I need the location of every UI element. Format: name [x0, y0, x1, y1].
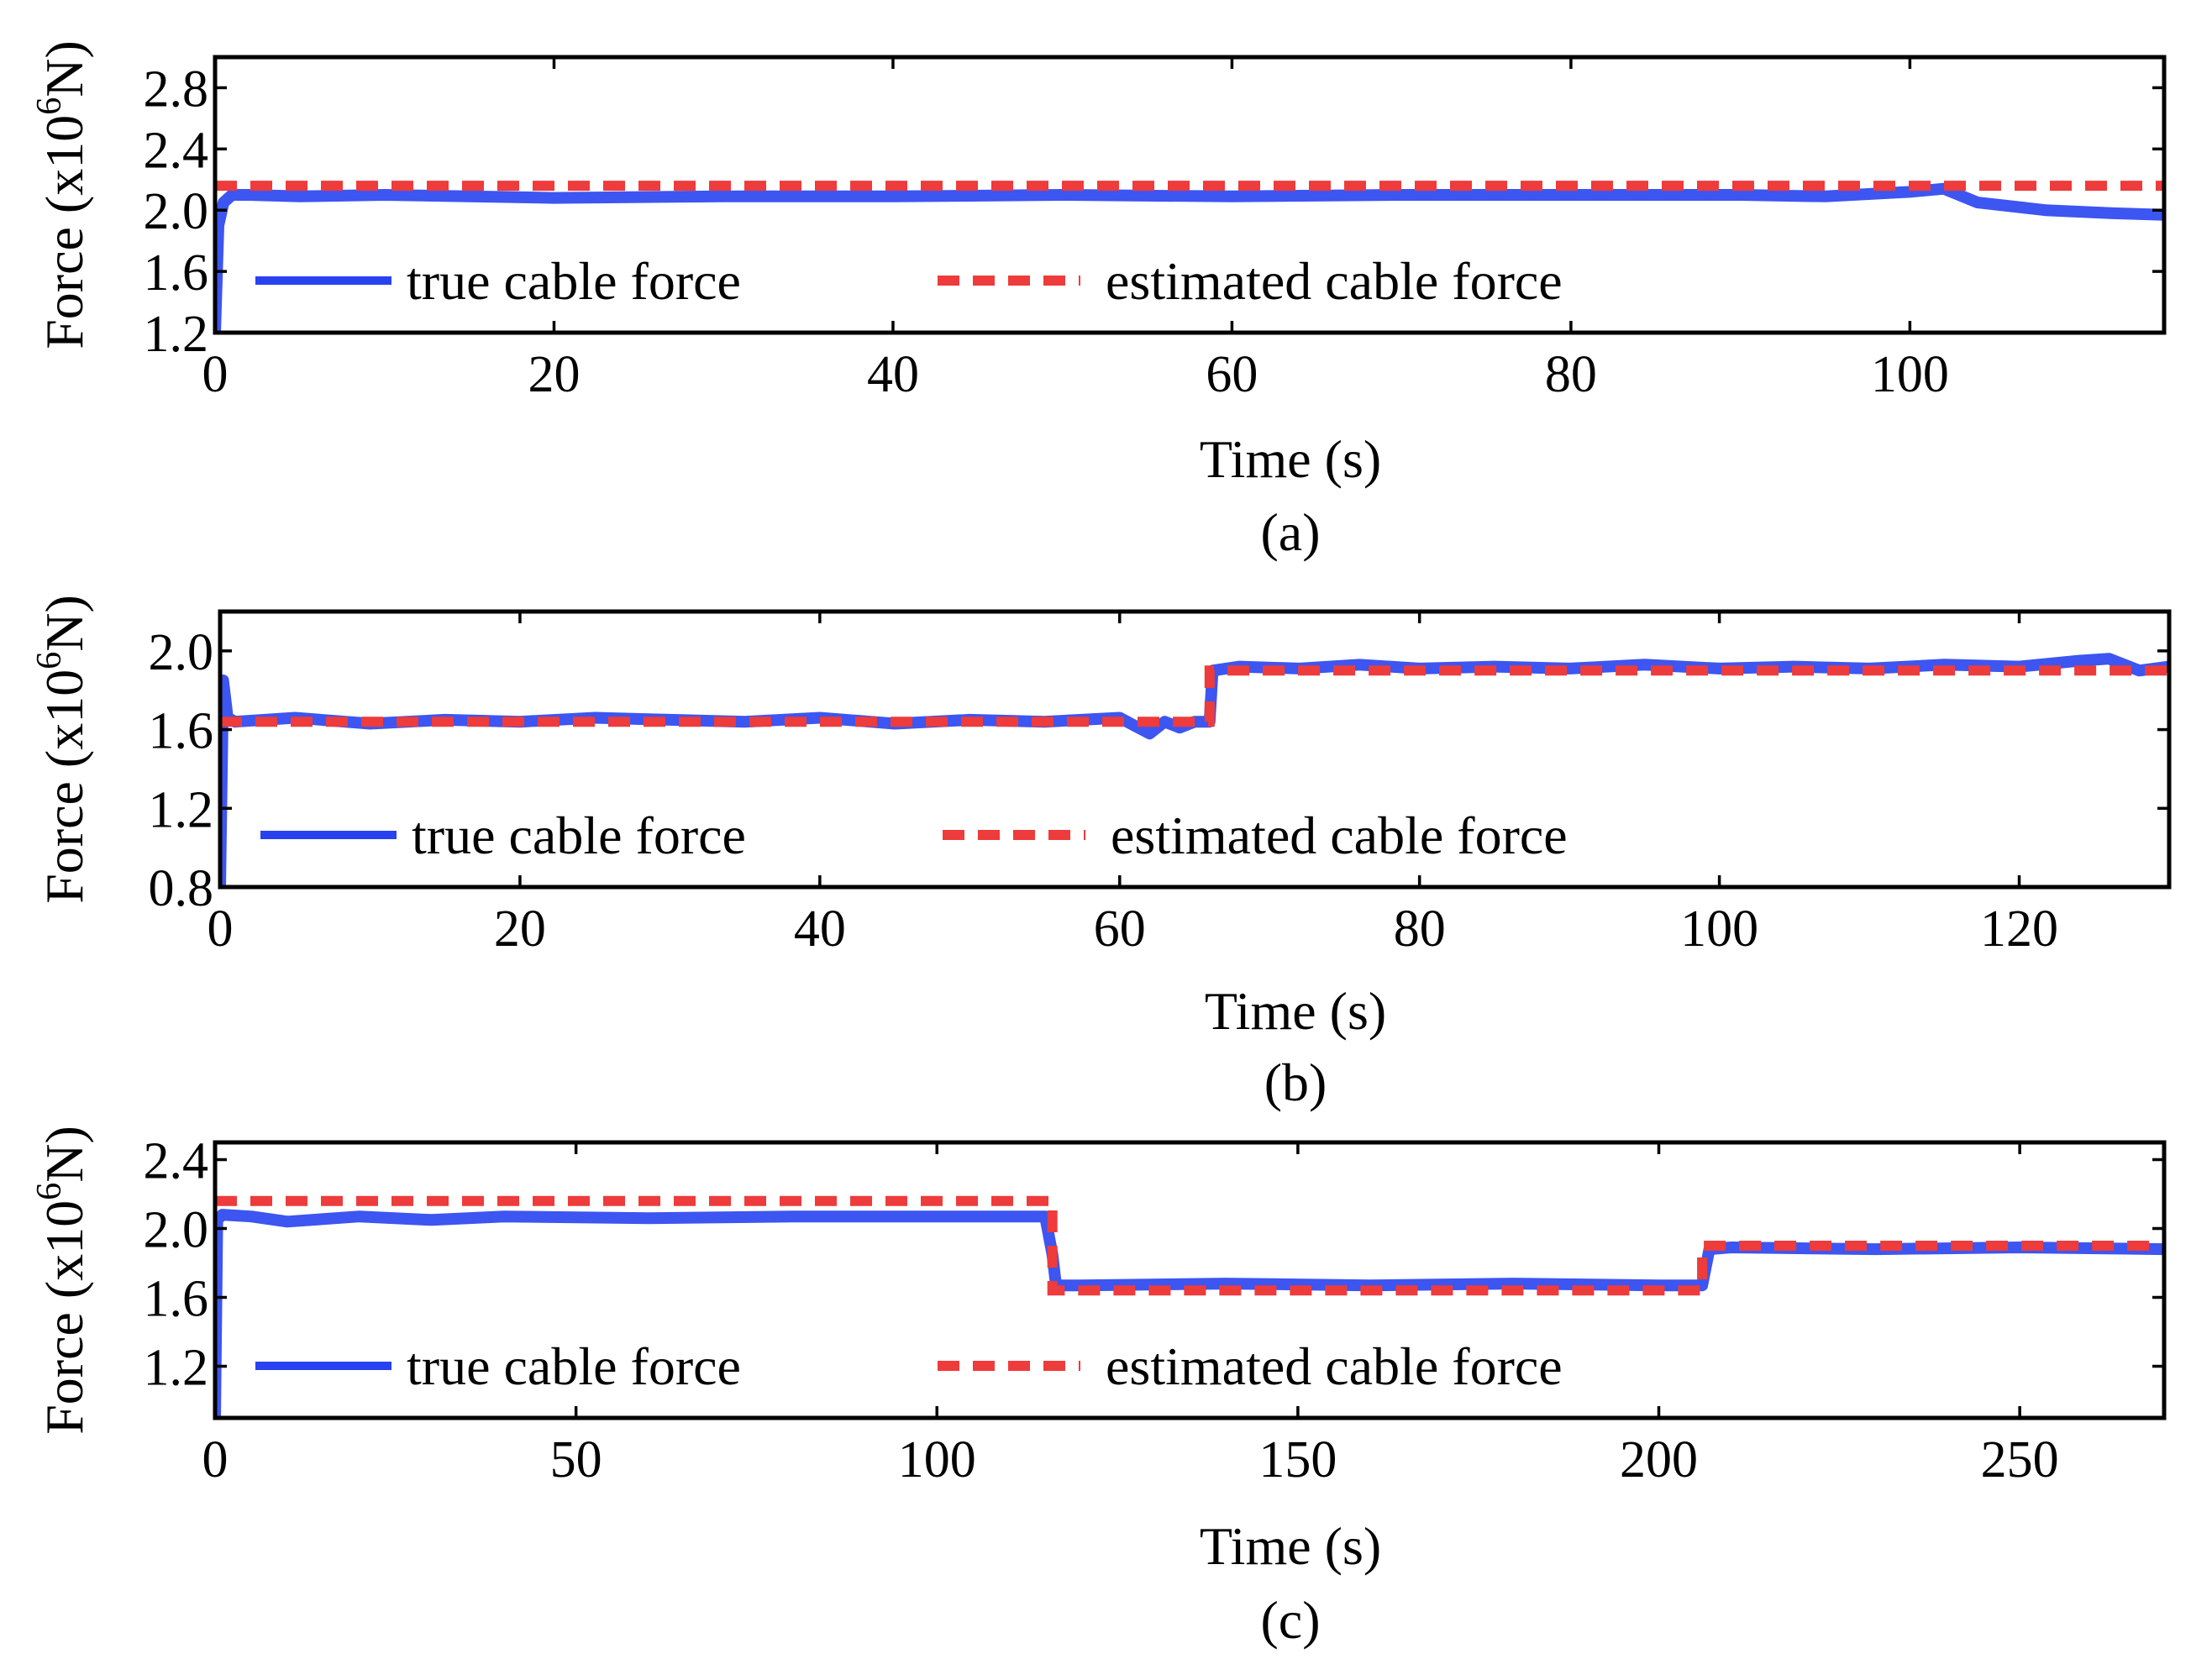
y-tick-label: 2.8: [144, 60, 209, 118]
x-tick-label: 250: [1981, 1431, 2059, 1488]
x-tick-label: 200: [1620, 1431, 1698, 1488]
y-axis-label: Force (x106N): [30, 40, 94, 349]
x-tick-label: 100: [1871, 346, 1949, 403]
x-tick-label: 100: [1680, 900, 1758, 958]
y-tick-label: 2.4: [144, 1133, 209, 1190]
x-tick-label: 20: [528, 346, 580, 403]
panel-caption: (a): [1260, 502, 1320, 562]
y-tick-label: 1.2: [144, 1340, 209, 1397]
x-tick-label: 80: [1545, 346, 1597, 403]
y-axis-label: Force (x106N): [30, 595, 94, 904]
y-axis-label: Force (x106N): [30, 1126, 94, 1435]
y-tick-label: 2.4: [144, 122, 209, 179]
x-tick-label: 40: [867, 346, 919, 403]
y-tick-label: 2.0: [144, 183, 209, 240]
x-tick-label: 150: [1258, 1431, 1337, 1488]
x-axis-label: Time (s): [1200, 429, 1381, 489]
x-tick-label: 60: [1206, 346, 1258, 403]
x-tick-label: 100: [898, 1431, 976, 1488]
legend-label-estimated: estimated cable force: [1111, 806, 1568, 865]
y-tick-label: 1.2: [149, 781, 214, 838]
axis-frame: [213, 1140, 2167, 1420]
legend-label-true: true cable force: [407, 1336, 741, 1396]
legend: true cable force estimated cable force: [260, 806, 1568, 865]
x-tick-label: 0: [202, 1431, 229, 1488]
legend-label-true: true cable force: [407, 251, 741, 311]
chart-panel-3: 0 50 100 150 200 250 1.2 1.6 2.0 2.4 Force (x106N)…: [30, 1126, 2167, 1650]
legend: true cable force estimated cable force: [255, 251, 1563, 311]
series-group: [215, 1195, 2164, 1418]
y-tick-label: 1.2: [144, 306, 209, 363]
y-tick-label: 2.0: [149, 624, 214, 681]
x-tick-label: 0: [208, 900, 234, 958]
x-tick-label: 120: [1980, 900, 2058, 958]
series-group: [215, 181, 2164, 333]
chart-panel-2: 0 20 40 60 80 100 120 0.8 1.2 1.6 2.0 Force (x106N)…: [30, 595, 2172, 1112]
panel-caption: (b): [1264, 1053, 1327, 1112]
legend: true cable force estimated cable force: [255, 1336, 1563, 1396]
x-tick-label: 20: [494, 900, 546, 958]
series-line-true-cable-force: [215, 182, 2164, 333]
x-axis-label: Time (s): [1205, 981, 1386, 1041]
x-tick-label: 40: [794, 900, 846, 958]
y-tick-label: 0.8: [149, 860, 214, 917]
x-tick-label: 0: [202, 346, 229, 403]
series-line-estimated-cable-force: [215, 1195, 2164, 1296]
y-tick-label: 1.6: [144, 244, 209, 302]
x-tick-label: 50: [550, 1431, 602, 1488]
axis-frame: [213, 55, 2167, 335]
axis-frame: [218, 609, 2172, 890]
y-tick-label: 1.6: [144, 1271, 209, 1328]
series-line-estimated-cable-force: [220, 665, 2169, 727]
series-group: [220, 653, 2169, 887]
legend-label-true: true cable force: [412, 806, 746, 865]
panel-caption: (c): [1260, 1590, 1320, 1650]
x-tick-label: 80: [1394, 900, 1446, 958]
y-tick-label: 2.0: [144, 1202, 209, 1259]
x-axis-label: Time (s): [1200, 1516, 1381, 1576]
legend-label-estimated: estimated cable force: [1106, 251, 1563, 311]
legend-label-estimated: estimated cable force: [1106, 1336, 1563, 1396]
y-tick-label: 1.6: [149, 703, 214, 760]
chart-panel-1: 0 20 40 60 80 100 1.21.62.02.42.8 Force (x106N)…: [30, 40, 2167, 562]
x-tick-label: 60: [1094, 900, 1146, 958]
